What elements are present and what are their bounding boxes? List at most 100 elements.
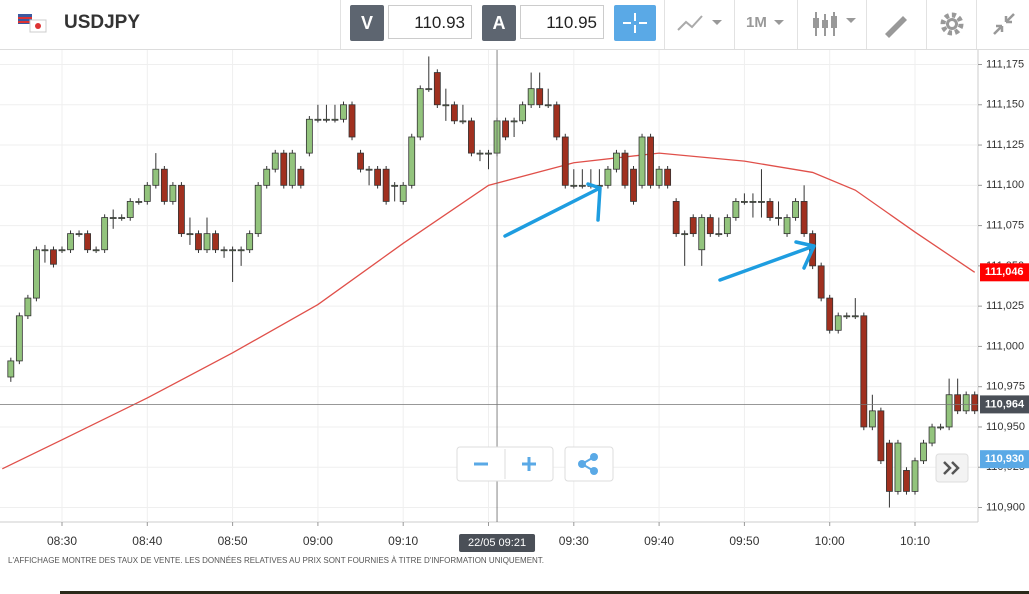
candle-body	[109, 217, 117, 219]
candle-body	[459, 120, 467, 123]
candle-body	[749, 201, 757, 203]
timeframe-button[interactable]: 1M	[746, 14, 767, 31]
candle-body	[860, 315, 868, 428]
candle-body	[578, 184, 586, 187]
candle-body	[920, 442, 927, 462]
moving-average-line	[2, 152, 976, 470]
candle-body	[647, 136, 654, 186]
candle-body	[84, 233, 91, 251]
candle-body	[399, 184, 407, 202]
candle-body	[288, 152, 296, 186]
chart: 111,175 111,150 111,125 111,100 111,075 111,0…	[0, 50, 1029, 552]
draw-button[interactable]	[882, 12, 912, 38]
candle-body	[766, 201, 774, 218]
separator	[926, 0, 927, 49]
candle-body	[101, 217, 109, 251]
separator	[976, 0, 977, 49]
symbol[interactable]: USDJPY	[64, 12, 141, 33]
scroll-right-panel	[935, 453, 969, 483]
candle-body	[945, 394, 953, 428]
separator	[797, 0, 798, 49]
annotation-arrow	[718, 240, 816, 282]
separator	[866, 0, 867, 49]
share-button[interactable]	[578, 453, 598, 475]
y-tick-label: 111,125	[986, 139, 1024, 151]
candle-body	[834, 315, 842, 331]
candle-body	[254, 184, 262, 235]
buy-button[interactable]: A	[482, 5, 516, 41]
chart-type-button[interactable]	[676, 12, 726, 36]
candle-body	[886, 442, 893, 492]
candle-body	[357, 152, 364, 170]
scroll-right-button[interactable]	[943, 461, 960, 475]
candle-body	[7, 360, 15, 378]
candle-body	[851, 315, 859, 318]
y-tick-label: 111,175	[986, 58, 1024, 70]
candle-body	[630, 168, 637, 202]
candle-body	[672, 201, 680, 235]
price-tag	[980, 395, 1029, 414]
price-tag-label: 111,046	[985, 266, 1024, 278]
crosshair-time-label: 22/05 09:21	[468, 537, 526, 549]
candle-body	[246, 233, 254, 251]
candle-body	[723, 217, 731, 235]
candle-body	[826, 297, 834, 331]
candle-body	[971, 394, 979, 412]
crosshair-button[interactable]	[614, 5, 656, 41]
candle-body	[15, 315, 23, 362]
candle-body	[178, 184, 185, 235]
candle-body	[937, 426, 944, 429]
price-tag	[980, 263, 1029, 282]
candle-body	[911, 460, 919, 492]
price-tag-label: 110,964	[985, 398, 1025, 410]
x-tick-label: 09:50	[729, 534, 759, 548]
zoom-in-button[interactable]	[522, 457, 536, 471]
x-tick-label: 09:10	[388, 534, 418, 548]
candle-body	[903, 470, 910, 492]
candle-body	[263, 168, 271, 186]
candle-body	[118, 217, 126, 219]
candle-body	[433, 72, 441, 106]
buy-price[interactable]: 110.95	[520, 5, 604, 39]
candle-body	[50, 249, 57, 265]
flag-icon	[18, 14, 47, 33]
candle-body	[468, 120, 475, 154]
x-tick-label: 09:40	[644, 534, 674, 548]
candle-body	[510, 120, 518, 123]
candle-body	[280, 152, 288, 186]
candle-body	[391, 184, 399, 187]
x-tick-label: 10:00	[815, 534, 845, 548]
candle-body	[323, 118, 330, 121]
candle-body	[664, 168, 672, 186]
candle-body	[962, 394, 970, 412]
candle-body	[519, 104, 527, 122]
candle-body	[604, 168, 612, 186]
candle-body	[502, 120, 509, 138]
candle-body	[698, 217, 706, 251]
collapse-button[interactable]	[990, 10, 1018, 38]
sell-price[interactable]: 110.93	[388, 5, 472, 39]
x-tick-label: 10:10	[900, 534, 930, 548]
candle-type-button[interactable]	[810, 10, 860, 38]
annotation-arrow	[503, 182, 602, 238]
x-tick-label: 09:00	[303, 534, 333, 548]
candle-body	[41, 249, 49, 252]
separator	[734, 0, 735, 49]
separator	[340, 0, 341, 49]
sell-button[interactable]: V	[350, 5, 384, 41]
candle-body	[775, 217, 782, 219]
candle-body	[485, 152, 492, 155]
bottom-bar	[60, 591, 1029, 594]
x-tick-label: 08:30	[47, 534, 77, 548]
dropdown-icon	[774, 20, 784, 25]
settings-button[interactable]	[938, 10, 966, 38]
candle-body	[638, 136, 646, 186]
candle-body	[143, 184, 151, 202]
y-tick-label: 111,025	[986, 300, 1024, 312]
y-tick-label: 111,100	[986, 179, 1024, 191]
candle-body	[425, 88, 433, 91]
candle-body	[476, 152, 484, 155]
candle-body	[229, 249, 237, 252]
candle-body	[553, 104, 561, 138]
